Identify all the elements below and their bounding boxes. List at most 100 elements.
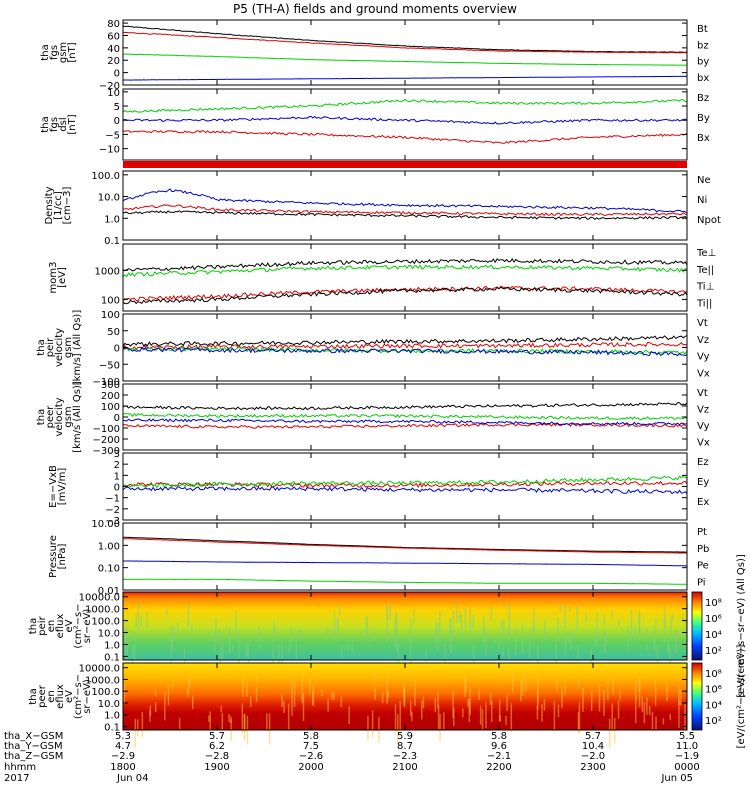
y-tick-label: 300	[101, 380, 120, 391]
legend-entry: Vx	[697, 368, 710, 379]
x-axis-value: 5.8	[491, 731, 507, 742]
legend-entry: Vt	[697, 388, 708, 399]
y-tick-label: 60	[107, 31, 120, 42]
heatmap-streak	[214, 631, 216, 652]
heatmap-streak	[654, 680, 657, 706]
legend-entry: Bz	[697, 93, 709, 104]
y-axis-label: sr−eV)	[82, 609, 93, 644]
colorbar-tick-label: 10²	[705, 646, 722, 657]
heatmap-streak	[186, 689, 189, 698]
heatmap-streak	[291, 689, 293, 716]
heatmap-streak	[123, 637, 126, 644]
series-line-Te||	[122, 286, 688, 305]
y-tick-label: −100	[93, 377, 120, 388]
heatmap-streak	[340, 696, 343, 708]
series-line-Vx	[122, 418, 688, 426]
heatmap-streak	[498, 699, 501, 722]
heatmap-streak	[291, 682, 293, 689]
heatmap-streak	[514, 629, 517, 656]
heatmap-streak	[411, 711, 413, 722]
y-axis-label: [1/cc]	[53, 191, 64, 220]
y-tick-label: 10	[107, 88, 120, 99]
legend-entry: Vy	[697, 421, 710, 432]
heatmap-streak	[511, 674, 514, 693]
x-axis-value: 2000	[298, 762, 323, 773]
heatmap-streak	[340, 644, 343, 657]
x-axis-value: −2.0	[581, 751, 605, 762]
heatmap-streak	[386, 607, 389, 620]
y-tick-label: 2	[114, 460, 120, 471]
heatmap-streak	[671, 614, 674, 622]
y-axis-label: eflux	[55, 684, 66, 709]
series-line-Vz	[122, 422, 688, 429]
legend-entry: Vx	[697, 438, 710, 449]
page-title: P5 (TH-A) fields and ground moments over…	[233, 2, 517, 16]
heatmap-streak	[347, 640, 349, 651]
y-axis-label: eV	[64, 690, 75, 703]
heatmap-streak	[506, 694, 508, 712]
x-axis-value: Jun 04	[116, 773, 149, 784]
x-axis-value: 1800	[110, 762, 135, 773]
heatmap-streak	[333, 692, 335, 700]
heatmap-streak	[543, 619, 546, 641]
x-axis-value: 2100	[392, 762, 417, 773]
y-tick-label: 10.00	[91, 519, 120, 530]
heatmap-streak	[498, 641, 500, 649]
x-axis-value: 6.2	[209, 741, 225, 752]
panel-fgs-gsm	[122, 19, 688, 86]
y-axis-label: [cm−3]	[62, 187, 73, 225]
heatmap-streak	[425, 648, 428, 662]
y-tick-label: −100	[93, 424, 120, 435]
heatmap-streak	[242, 675, 244, 697]
heatmap-streak	[604, 629, 606, 655]
heatmap-streak	[190, 624, 193, 635]
y-tick-label: 100.0	[91, 687, 120, 698]
legend-entry: Vz	[697, 335, 709, 346]
heatmap-streak	[220, 705, 223, 713]
heatmap-streak	[483, 622, 485, 646]
heatmap-streak	[261, 638, 264, 645]
heatmap-streak	[607, 681, 609, 701]
heatmap-streak	[465, 676, 467, 692]
heatmap-streak	[630, 609, 633, 640]
legend-entry: Ne	[697, 175, 711, 186]
heatmap-streak	[387, 691, 390, 698]
series-line-Pb	[122, 538, 688, 554]
series-line-Ez	[122, 480, 688, 489]
x-axis-value: 0000	[674, 762, 699, 773]
y-tick-label: 20	[107, 56, 120, 67]
heatmap-streak	[505, 715, 507, 725]
series-line-Vz	[122, 341, 688, 351]
y-tick-label: 1000.0	[85, 605, 120, 616]
heatmap-streak	[245, 642, 248, 657]
heatmap-streak	[500, 620, 503, 630]
x-axis-row-label: tha_X−GSM	[4, 731, 63, 742]
heatmap-streak	[569, 632, 572, 650]
y-tick-label: −50	[99, 360, 120, 371]
y-axis-label: peir	[37, 615, 48, 635]
heatmap-streak	[485, 629, 487, 656]
heatmap-streak	[176, 623, 179, 634]
heatmap-streak	[219, 646, 222, 667]
x-axis-value: −1.9	[675, 751, 699, 762]
heatmap-streak	[582, 687, 584, 712]
heatmap-streak	[134, 631, 136, 660]
heatmap-streak	[619, 689, 621, 701]
series-line-Pt	[122, 536, 687, 553]
legend-entry: Bx	[697, 133, 710, 144]
x-axis-row-label: tha_Z−GSM	[4, 751, 63, 762]
heatmap-streak	[327, 698, 329, 712]
colorbar-tick-label: 10²	[705, 716, 722, 727]
heatmap-streak	[598, 683, 601, 712]
heatmap-streak	[464, 675, 466, 697]
y-tick-label: 1000.0	[85, 675, 120, 686]
y-tick-label: 10000.0	[79, 593, 120, 604]
heatmap-streak	[409, 637, 412, 664]
legend-entry: Pb	[697, 544, 709, 555]
legend-entry: Ni	[697, 195, 707, 206]
series-line-Pi	[123, 560, 687, 567]
heatmap-streak	[564, 682, 566, 696]
series-line-Ne	[122, 204, 688, 217]
y-tick-label: 10000.0	[79, 664, 120, 675]
y-axis-label: Pressure	[48, 535, 59, 578]
